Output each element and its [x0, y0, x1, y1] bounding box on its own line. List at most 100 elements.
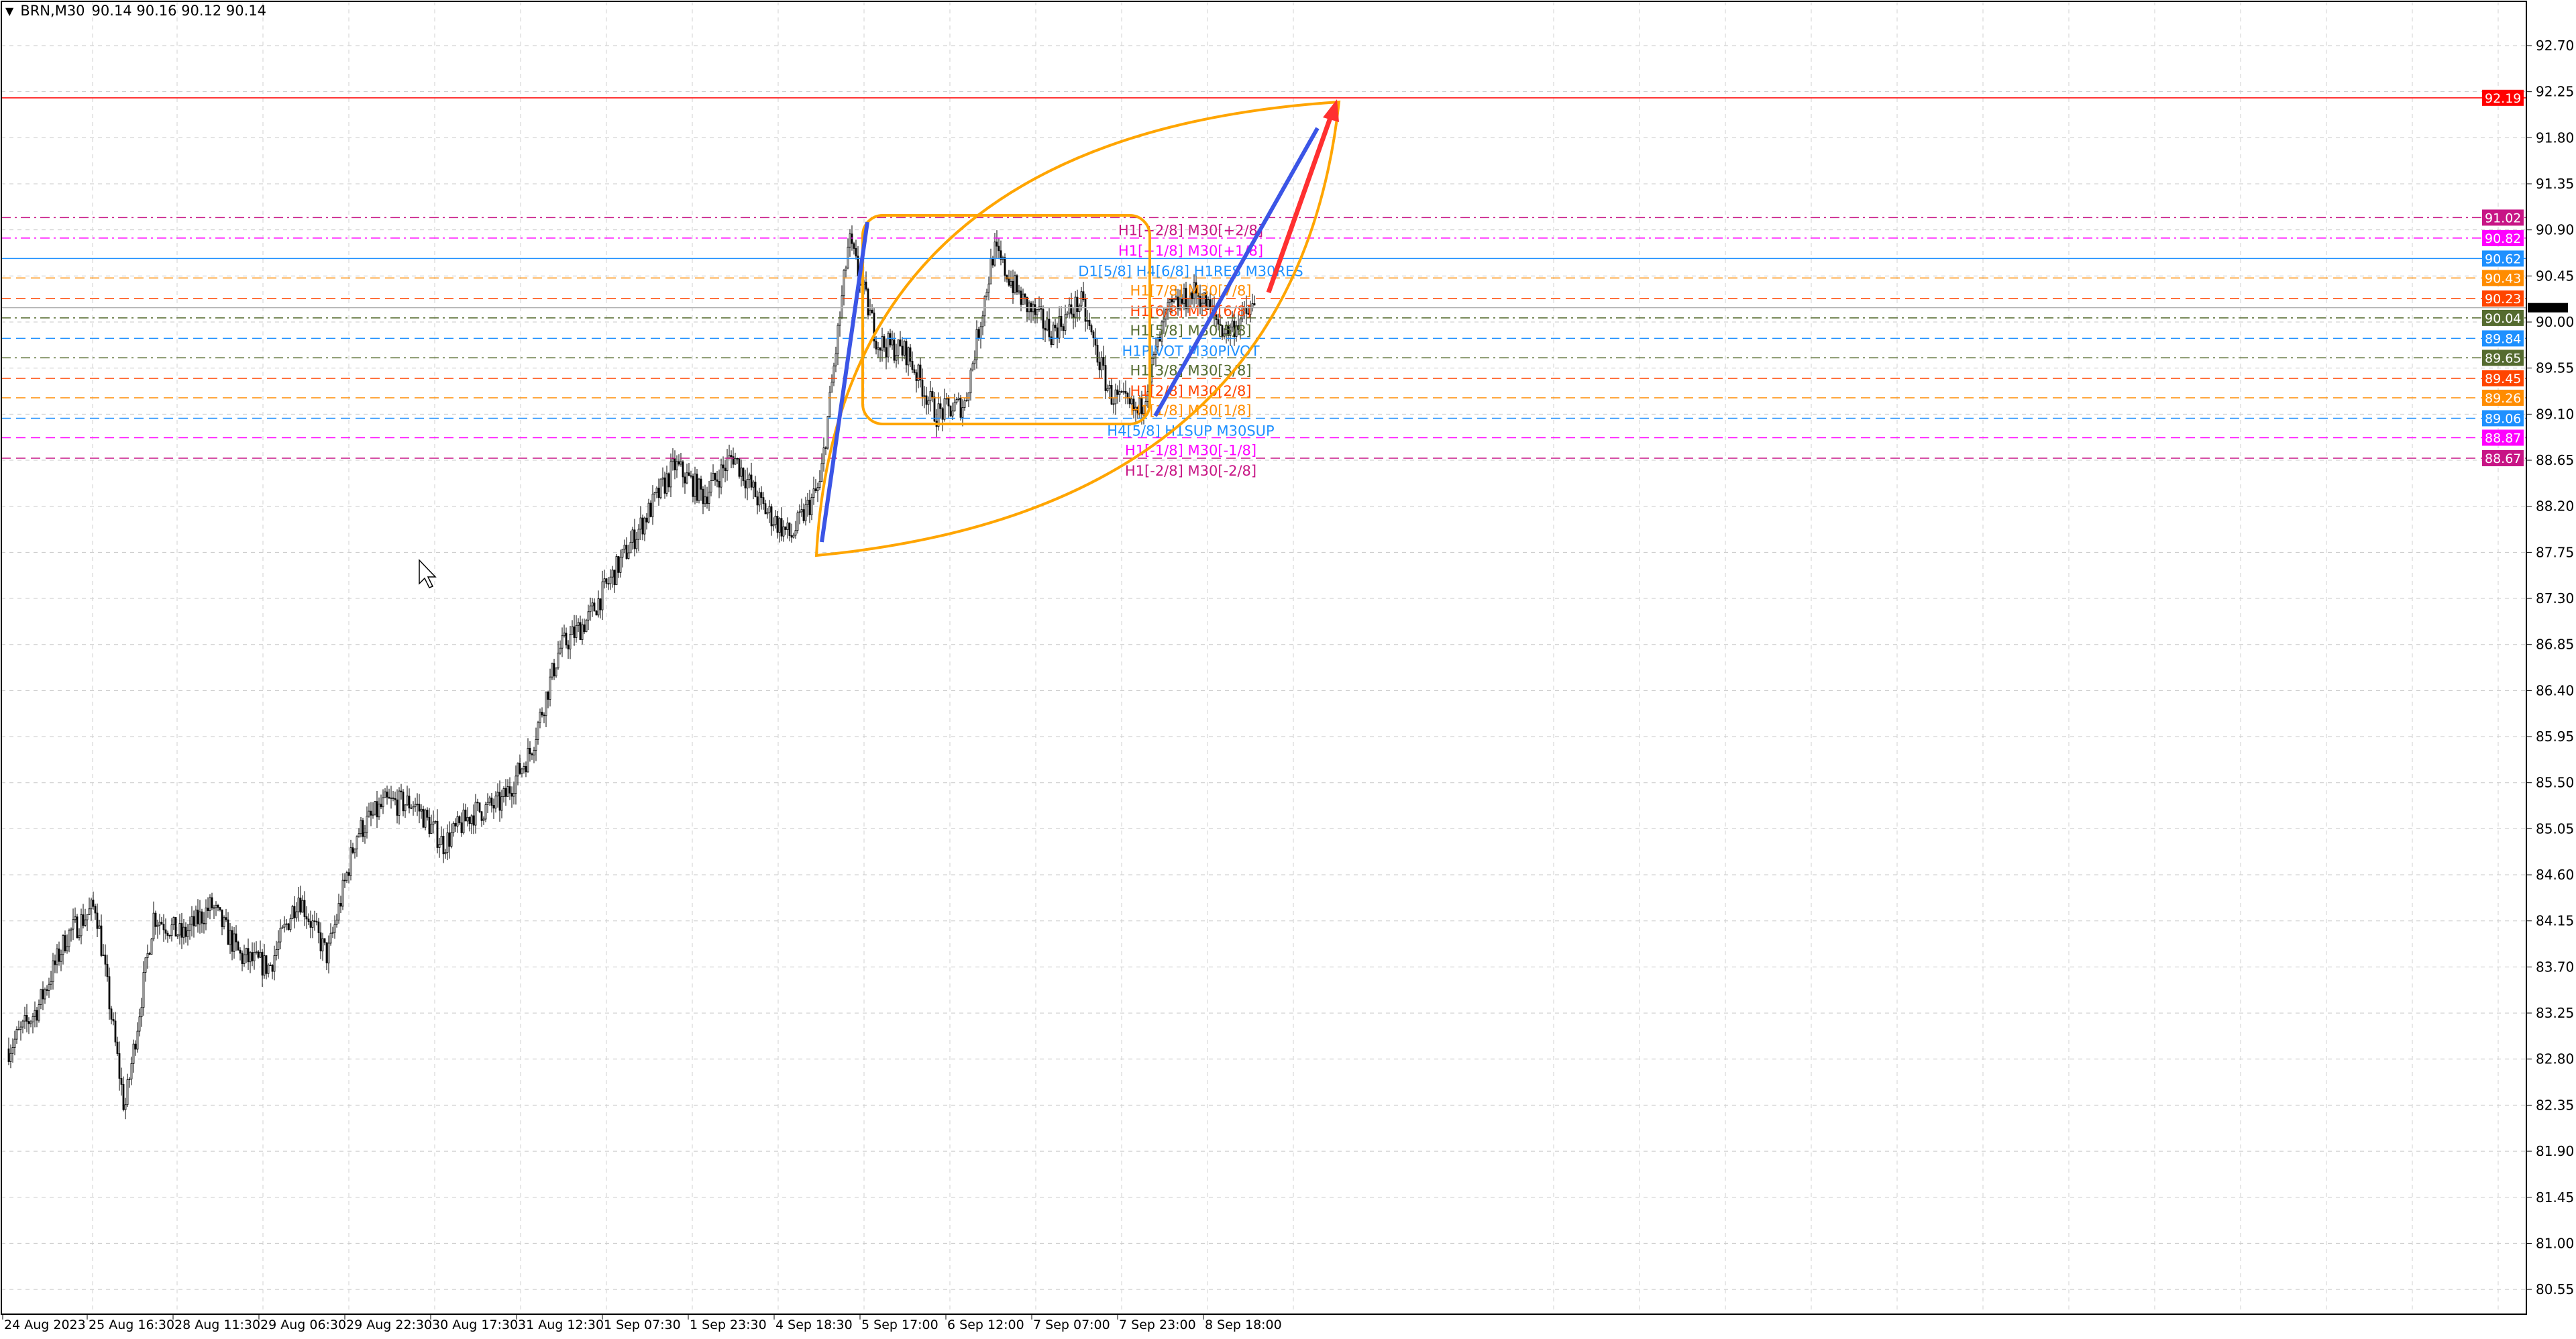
candle [847, 238, 849, 270]
candle [422, 806, 425, 828]
candle [358, 828, 360, 838]
candle [539, 708, 541, 729]
candle [1072, 307, 1075, 329]
candle [345, 870, 348, 883]
collapse-triangle-icon[interactable]: ▼ [5, 4, 14, 17]
candle [969, 368, 972, 401]
candle [162, 914, 165, 942]
candle [1219, 315, 1222, 326]
candle [1239, 316, 1242, 339]
candle [1163, 307, 1165, 334]
candle [696, 468, 698, 503]
x-tick-label: 31 Aug 12:30 [518, 1318, 604, 1332]
level-label: H1[2/8] M30[2/8] [1130, 383, 1251, 399]
candle [255, 941, 258, 955]
candle [1010, 270, 1012, 288]
candle [1046, 311, 1049, 331]
level-label: D1[5/8] H4[6/8] H1RES M30RES [1078, 263, 1303, 279]
y-tick-label: 83.25 [2536, 1005, 2574, 1021]
candle [148, 951, 151, 956]
candle [1094, 328, 1097, 355]
level-label: H1[5/8] M30[5/8] [1130, 323, 1251, 339]
candle [23, 1006, 26, 1029]
candle [32, 1012, 34, 1034]
candle [1030, 301, 1032, 323]
y-tick-label: 81.00 [2536, 1235, 2574, 1251]
y-tick-label: 89.10 [2536, 406, 2574, 422]
candle [875, 336, 877, 355]
candle [1044, 320, 1046, 343]
consolidation-box[interactable] [861, 214, 1151, 425]
candle [1018, 284, 1020, 295]
y-tick-label: 82.80 [2536, 1051, 2574, 1067]
x-tick-label: 5 Sep 17:00 [861, 1318, 938, 1332]
candle [436, 809, 439, 854]
candle [959, 394, 962, 421]
projection-lens[interactable] [814, 100, 1341, 557]
candle [818, 470, 821, 490]
candle [1054, 319, 1057, 332]
candle [879, 347, 881, 362]
candle [440, 826, 443, 845]
candle [796, 510, 799, 534]
candle [700, 475, 702, 501]
candle [764, 499, 767, 515]
candle [195, 905, 197, 927]
x-tick-label: 1 Sep 23:30 [690, 1318, 767, 1332]
candle [1233, 311, 1236, 346]
candle [722, 456, 724, 478]
candle [295, 902, 298, 922]
chart-header: ▼ BRN,M30 90.14 90.16 90.12 90.14 [5, 3, 266, 19]
forecast-arrow[interactable] [1266, 113, 1334, 294]
y-tick-label: 91.80 [2536, 129, 2574, 146]
candle [593, 598, 596, 612]
candle [396, 789, 398, 824]
candle [639, 506, 642, 540]
candle [231, 926, 233, 961]
candle [567, 640, 570, 659]
candle [776, 511, 779, 539]
candle [130, 1057, 133, 1085]
candle [275, 941, 278, 961]
candle [1002, 256, 1004, 264]
candle [633, 519, 636, 557]
drawings[interactable] [419, 99, 1341, 588]
trend-line-1[interactable] [820, 221, 869, 543]
trend-line-2[interactable] [1153, 127, 1320, 417]
candle [983, 295, 986, 327]
candle [438, 838, 441, 858]
candle [376, 791, 378, 828]
candle [323, 938, 326, 946]
candle [341, 873, 344, 910]
candle [508, 777, 511, 800]
candle [674, 450, 676, 480]
candle [100, 914, 103, 957]
candle [64, 930, 66, 953]
candle [1223, 328, 1226, 339]
candle [1070, 292, 1073, 319]
candle [223, 915, 225, 930]
plot-frame [1, 1, 2527, 1315]
candle [271, 964, 274, 979]
candle [736, 458, 739, 464]
candle [1225, 321, 1228, 344]
candle [247, 939, 250, 970]
candle [1110, 378, 1113, 405]
candle [816, 482, 819, 502]
candle [720, 458, 722, 494]
candle [46, 985, 48, 996]
ohlc-readout: 90.14 90.16 90.12 90.14 [91, 3, 267, 19]
candle [221, 909, 223, 936]
candle [1014, 271, 1016, 295]
candle [790, 523, 793, 543]
candle [617, 555, 620, 578]
candle [229, 923, 231, 954]
candle [406, 786, 409, 806]
symbol-label: BRN,M30 [20, 3, 85, 19]
candle [1060, 306, 1063, 331]
y-tick-label: 90.45 [2536, 268, 2574, 284]
candle [998, 237, 1000, 260]
candle [1173, 299, 1175, 304]
candle [257, 950, 260, 959]
